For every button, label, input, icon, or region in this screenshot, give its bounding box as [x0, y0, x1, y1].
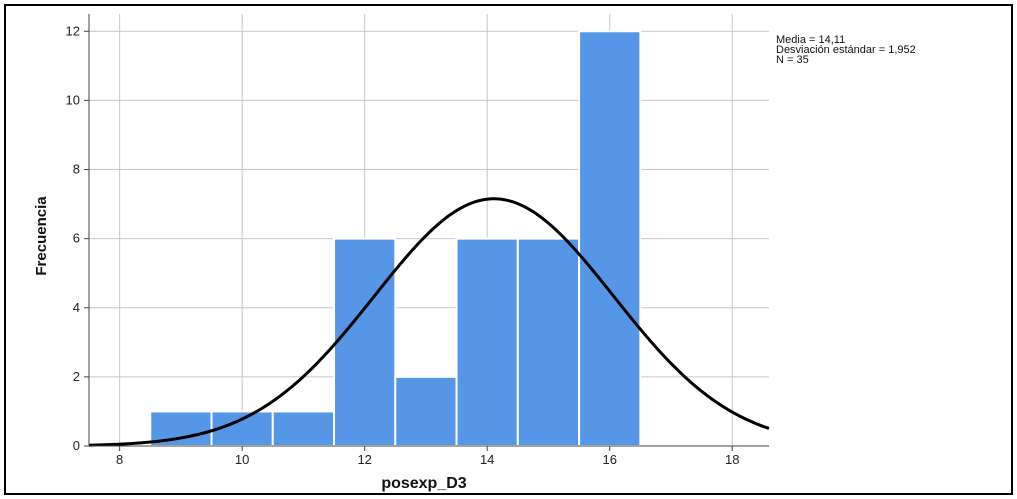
- normal-curve: [88, 197, 770, 447]
- stats-line: Desviación estándar = 1,952: [776, 44, 916, 56]
- stats-line: Media = 14,11: [776, 34, 845, 46]
- histogram-bar: [333, 237, 397, 447]
- y-tick-label: 12: [66, 23, 80, 38]
- y-tick-label: 10: [66, 92, 80, 107]
- histogram-bar: [271, 410, 336, 448]
- x-tick-label: 16: [602, 452, 616, 467]
- histogram-bar: [394, 375, 458, 448]
- y-tick-label: 6: [73, 231, 80, 246]
- chart-frame: 8 10 12 14 16 18 0 2 4 6 8 10 12 posexp_D3 Frecuenc…: [4, 4, 1013, 495]
- y-tick-labels: 0 2 4 6 8 10 12: [66, 23, 80, 453]
- stats-line: N = 35: [776, 54, 809, 66]
- histogram-bar: [455, 237, 519, 447]
- y-tick-label: 2: [73, 369, 80, 384]
- x-axis-label: posexp_D3: [381, 475, 466, 492]
- x-tick-label: 12: [357, 452, 371, 467]
- y-tick-label: 8: [73, 162, 80, 177]
- x-tick-labels: 8 10 12 14 16 18: [116, 452, 739, 467]
- x-tick-label: 14: [480, 452, 494, 467]
- x-tick-label: 10: [235, 452, 249, 467]
- y-axis-label: Frecuencia: [33, 196, 50, 276]
- y-tick-label: 4: [73, 300, 80, 315]
- y-tick-label: 0: [73, 438, 80, 453]
- x-tick-label: 8: [116, 452, 123, 467]
- normal-curve-group: [88, 197, 770, 447]
- axes-group: [84, 14, 769, 451]
- x-tick-label: 18: [725, 452, 739, 467]
- histogram-chart: 8 10 12 14 16 18 0 2 4 6 8 10 12 posexp_D3 Frecuenc…: [33, 14, 916, 492]
- histogram-bar: [516, 237, 581, 447]
- histogram-bar: [578, 30, 642, 448]
